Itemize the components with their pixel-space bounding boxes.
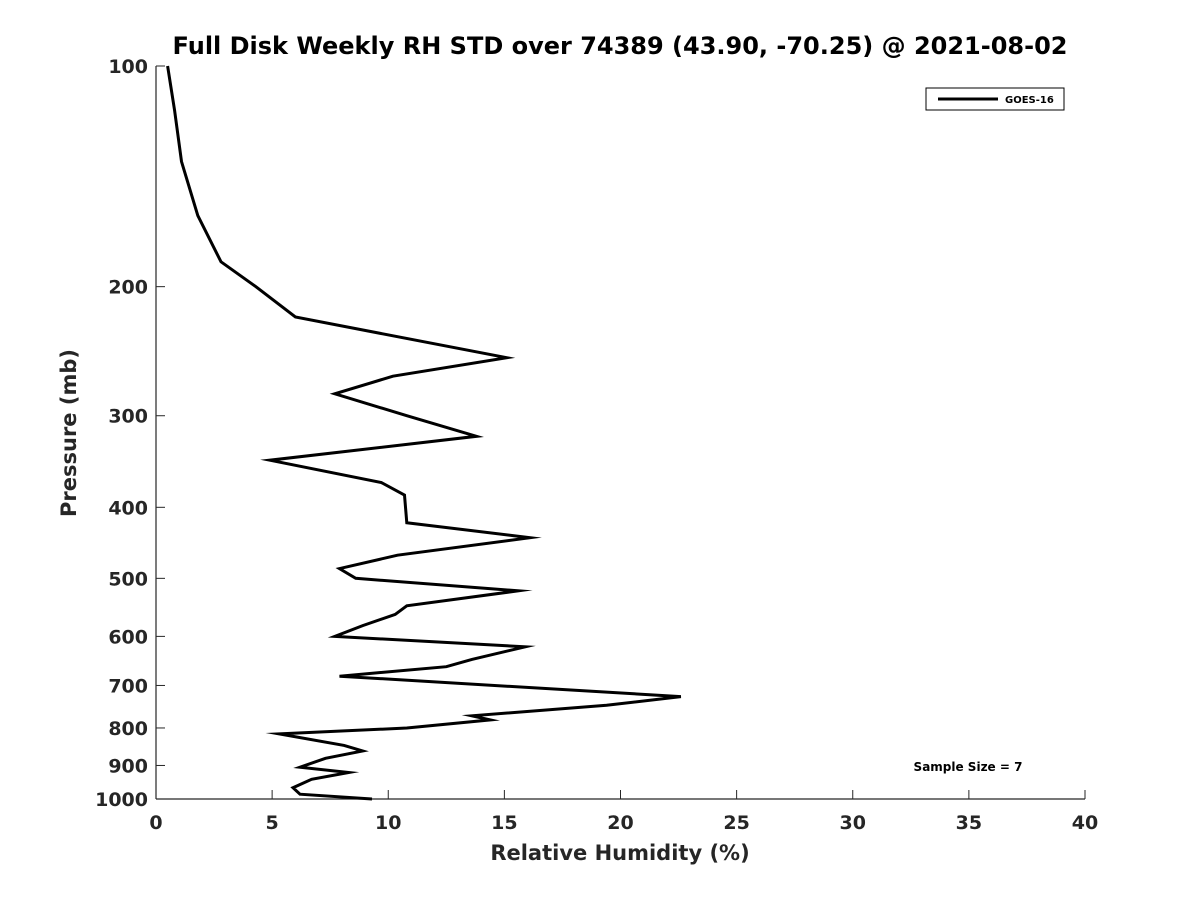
series-line-goes-16: [166, 65, 682, 801]
chart-title: Full Disk Weekly RH STD over 74389 (43.9…: [173, 32, 1068, 60]
y-tick-label: 100: [108, 56, 148, 78]
x-tick-label: 20: [607, 812, 633, 834]
y-axis-label: Pressure (mb): [57, 349, 81, 517]
y-tick-label: 900: [108, 755, 148, 777]
x-tick-label: 35: [956, 812, 982, 834]
legend: GOES-16: [925, 87, 1065, 111]
x-tick-label: 25: [723, 812, 749, 834]
x-tick-label: 15: [491, 812, 517, 834]
x-axis-ticks: 0 5 10 15 20 25 30 35 40: [149, 790, 1098, 834]
y-tick-label: 600: [108, 626, 148, 648]
x-tick-label: 30: [840, 812, 866, 834]
y-axis-ticks: 100 200 300 400 500 600 700 800 900 1000: [95, 56, 165, 811]
x-tick-label: 5: [266, 812, 279, 834]
x-tick-label: 0: [149, 812, 162, 834]
y-tick-label: 200: [108, 277, 148, 299]
y-tick-label: 700: [108, 675, 148, 697]
x-tick-label: 10: [375, 812, 401, 834]
sample-size-annotation: Sample Size = 7: [914, 760, 1023, 774]
legend-label-goes-16: GOES-16: [1005, 95, 1054, 106]
x-axis-label: Relative Humidity (%): [490, 841, 749, 865]
y-tick-label: 500: [108, 568, 148, 590]
y-tick-label: 800: [108, 718, 148, 740]
series-group: [166, 65, 682, 801]
y-tick-label: 300: [108, 406, 148, 428]
y-tick-label: 1000: [95, 789, 148, 811]
axes: [155, 66, 1085, 800]
x-tick-label: 40: [1072, 812, 1098, 834]
y-tick-label: 400: [108, 497, 148, 519]
